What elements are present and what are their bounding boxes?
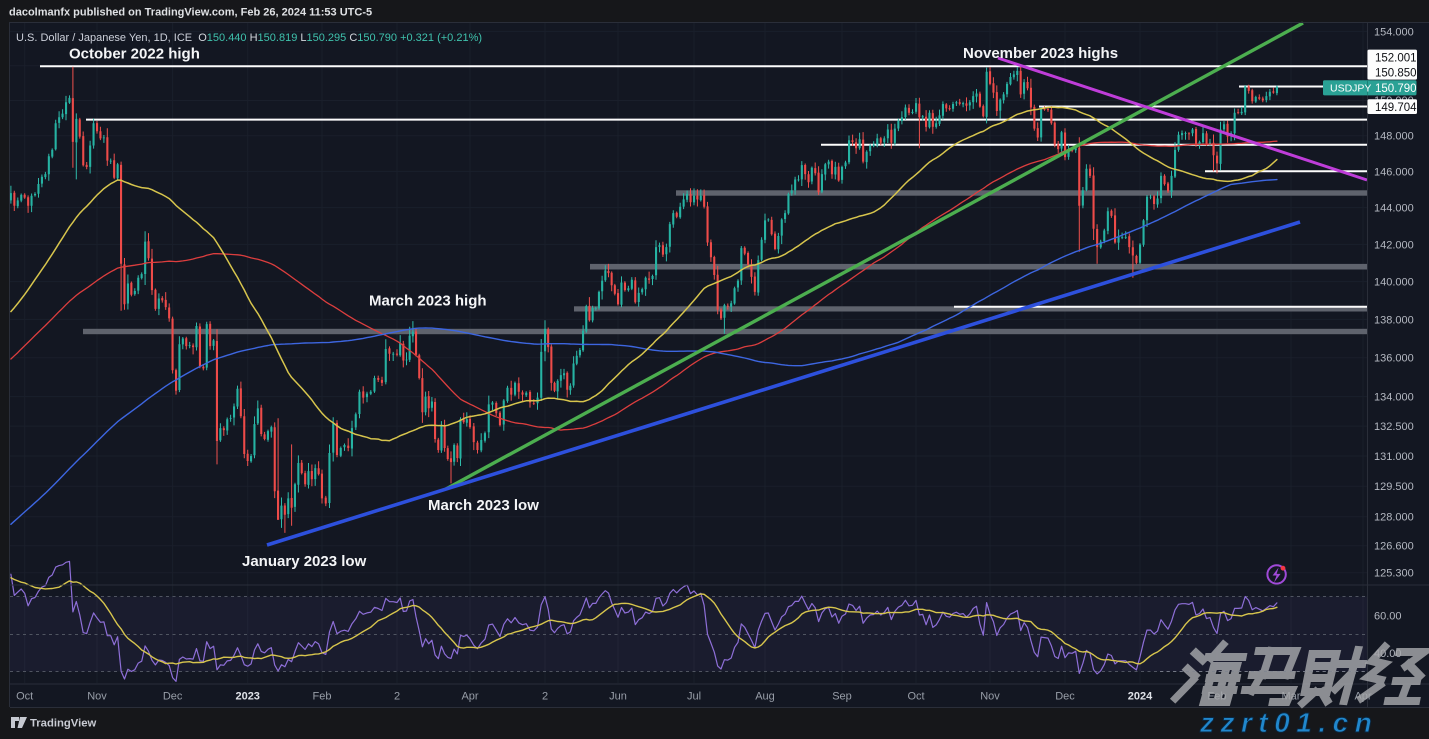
svg-text:142.000: 142.000 [1374,239,1414,251]
svg-text:144.000: 144.000 [1374,203,1414,215]
svg-text:Feb: Feb [313,691,332,703]
svg-text:128.000: 128.000 [1374,512,1414,524]
svg-text:126.600: 126.600 [1374,541,1414,553]
svg-text:TradingView: TradingView [30,718,97,730]
svg-text:149.704: 149.704 [1375,102,1417,114]
svg-text:March 2023 high: March 2023 high [369,292,487,309]
svg-text:Dec: Dec [163,691,183,703]
svg-text:Oct: Oct [907,691,924,703]
svg-text:134.000: 134.000 [1374,392,1414,404]
svg-text:2: 2 [394,691,400,703]
svg-text:dacolmanfx published on Tradin: dacolmanfx published on TradingView.com,… [9,7,372,19]
svg-text:125.300: 125.300 [1374,568,1414,580]
svg-text:U.S. Dollar / Japanese Yen, 1D: U.S. Dollar / Japanese Yen, 1D, ICE O150… [16,32,482,44]
svg-text:132.500: 132.500 [1374,421,1414,433]
svg-text:2023: 2023 [235,691,259,703]
svg-text:146.000: 146.000 [1374,166,1414,178]
svg-text:154.000: 154.000 [1374,26,1414,38]
svg-text:150.850: 150.850 [1375,68,1417,80]
svg-text:129.500: 129.500 [1374,481,1414,493]
svg-text:60.00: 60.00 [1374,611,1402,623]
svg-text:2024: 2024 [1128,691,1153,703]
svg-text:March 2023 low: March 2023 low [428,497,539,514]
svg-text:Apr: Apr [461,691,478,703]
svg-text:138.000: 138.000 [1374,314,1414,326]
svg-text:Jul: Jul [687,691,701,703]
svg-text:January 2023 low: January 2023 low [242,553,367,570]
svg-text:USDJPY: USDJPY [1330,83,1371,95]
svg-text:Nov: Nov [87,691,107,703]
svg-text:zzrt01.cn: zzrt01.cn [1199,707,1378,738]
svg-text:148.000: 148.000 [1374,131,1414,143]
svg-text:Oct: Oct [16,691,33,703]
svg-text:136.000: 136.000 [1374,353,1414,365]
svg-text:Jun: Jun [609,691,627,703]
svg-text:Aug: Aug [755,691,775,703]
svg-text:Dec: Dec [1055,691,1075,703]
svg-text:2: 2 [542,691,548,703]
svg-text:152.001: 152.001 [1375,53,1417,65]
svg-text:131.000: 131.000 [1374,451,1414,463]
svg-text:October 2022 high: October 2022 high [69,45,200,62]
svg-text:140.000: 140.000 [1374,277,1414,289]
svg-text:Nov: Nov [980,691,1000,703]
svg-text:November 2023 highs: November 2023 highs [963,45,1118,62]
svg-text:Sep: Sep [832,691,852,703]
svg-text:150.790: 150.790 [1375,83,1417,95]
